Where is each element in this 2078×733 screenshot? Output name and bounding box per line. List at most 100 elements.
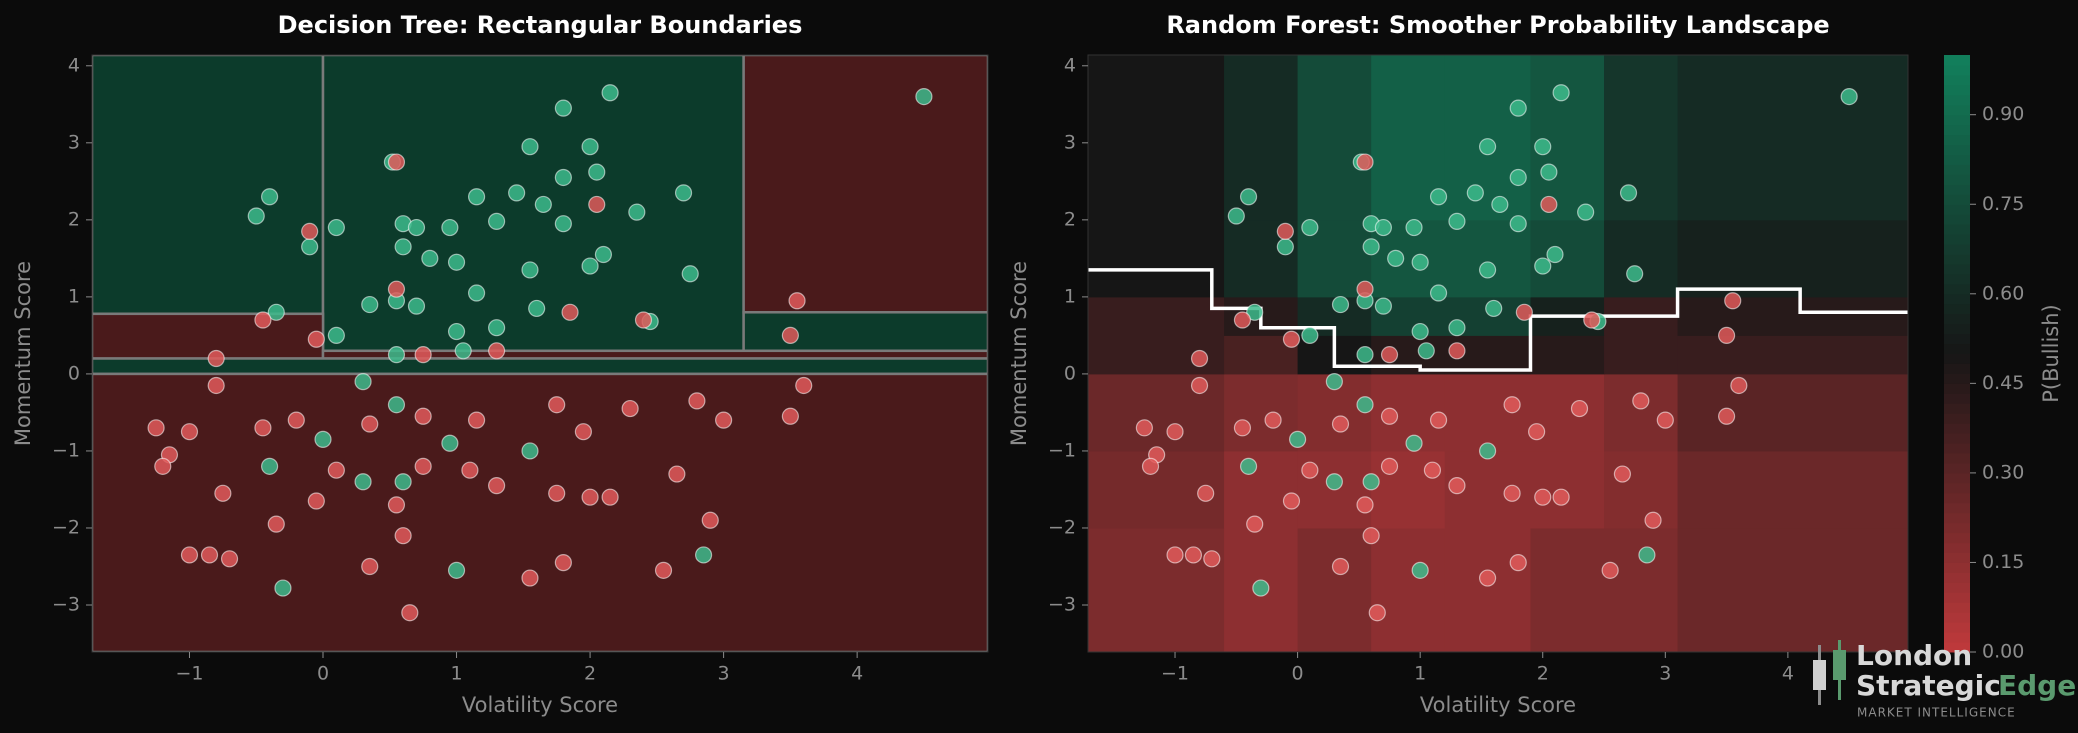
data-point [1503,484,1521,502]
data-point [781,326,799,344]
colorbar-label: P(Bullish) [2039,304,2063,403]
data-point [1491,195,1509,214]
data-point [214,484,232,502]
data-point [634,311,653,329]
data-point [1478,261,1497,279]
colorbar-segment [1944,482,1970,494]
data-point [387,280,406,298]
colorbar-tick-label: 0.60 [1982,282,2024,304]
data-point [1730,376,1748,395]
data-point [521,261,539,279]
data-point [1356,346,1374,364]
data-point [287,411,305,429]
region [92,55,325,316]
logo-word: London [1856,639,1972,672]
colorbar-tick-label: 0.90 [1982,103,2024,125]
colorbar-segment [1944,363,1970,374]
data-point [588,163,606,181]
x-tick-label: 3 [718,663,730,685]
data-point [1197,484,1215,502]
colorbar-segment [1944,64,1970,76]
data-point [1246,303,1264,321]
data-point [701,511,719,529]
data-point [327,218,345,237]
data-point [1362,527,1380,545]
data-point [1203,550,1221,568]
colorbar-segment [1944,273,1970,285]
data-point [307,330,325,348]
probability-cell [1677,219,1908,298]
colorbar-segment [1944,184,1970,195]
probability-cell [1604,219,1679,298]
data-point [441,434,459,452]
x-tick-label: 0 [1292,663,1304,685]
data-point [1190,376,1209,395]
logo-candle [1833,650,1846,680]
data-point [361,415,379,433]
data-point [488,212,506,230]
probability-cell [1677,296,1908,336]
data-point [1387,249,1405,267]
colorbar-segment [1944,393,1970,404]
probability-cell [1444,55,1531,221]
data-point [387,496,406,514]
data-point [414,346,432,364]
probability-cell [1677,527,1908,652]
data-point [581,138,599,156]
data-point [467,284,486,302]
data-point [1478,569,1497,587]
data-point [1135,419,1153,437]
data-point [781,407,799,425]
data-point [1233,311,1252,329]
colorbar-segment [1944,333,1970,345]
data-point [260,188,279,206]
data-point [220,550,239,568]
data-point [267,303,285,321]
data-point [1166,546,1184,564]
colorbar-segment [1944,283,1970,295]
probability-cell [1444,219,1531,298]
data-point [1380,457,1399,475]
colorbar-tick-label: 0.30 [1982,461,2024,483]
data-point [1282,330,1301,348]
data-point [1626,265,1644,283]
x-tick-label: 1 [1414,663,1426,685]
colorbar-segment [1944,174,1970,185]
axes-frame [91,54,989,653]
data-point [274,579,292,597]
probability-cell [1530,335,1605,375]
data-point [414,457,432,475]
data-point [1638,546,1656,564]
y-tick-label: 3 [68,131,80,153]
data-point [1423,461,1442,479]
colorbar-segment [1944,383,1970,394]
data-point [307,492,325,510]
data-point [301,222,319,241]
data-point [1509,99,1527,117]
data-point [1246,515,1264,533]
data-point [1411,253,1429,271]
data-point [447,322,466,341]
data-point [454,342,472,360]
colorbar-tick-label: 0.00 [1982,641,2024,663]
data-point [1632,392,1650,410]
data-point [574,423,592,441]
y-tick-label: −1 [1048,439,1076,461]
colorbar-segment [1944,323,1970,335]
colorbar-segment [1944,522,1970,534]
y-tick-label: 0 [68,362,80,384]
data-point [715,411,733,429]
data-point [254,311,272,329]
data-point [1552,84,1570,102]
data-point [488,342,506,360]
colorbar-segment [1944,194,1970,205]
colorbar-segment [1944,632,1970,643]
colorbar-segment [1944,502,1970,514]
probability-cell [1604,335,1679,375]
data-point [554,215,572,233]
probability-cell [1444,527,1531,652]
data-point [1546,245,1564,264]
data-point [467,411,486,429]
data-point [561,303,579,321]
data-point [601,84,619,102]
